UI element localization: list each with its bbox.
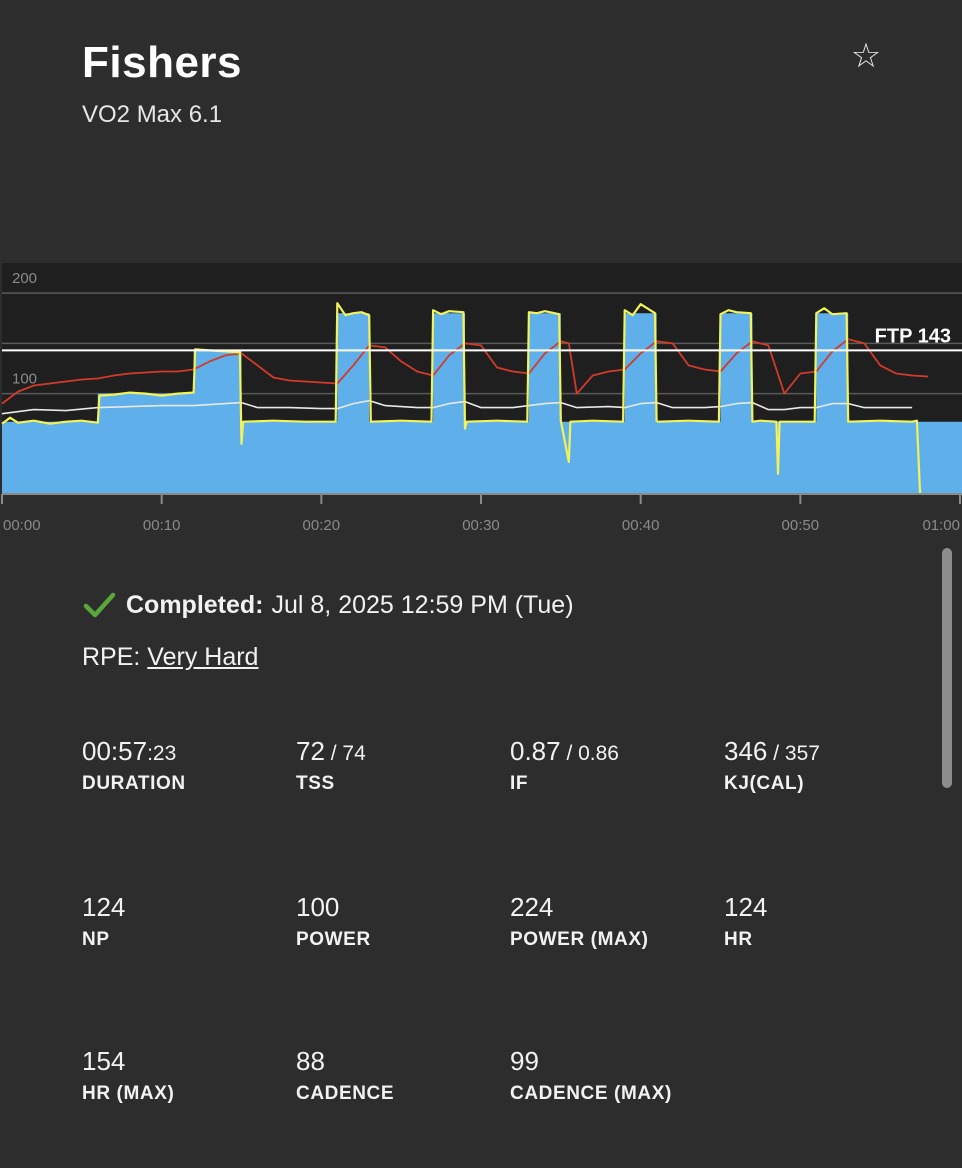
stat-value-main: 72: [296, 736, 325, 766]
checkmark-icon: [83, 592, 116, 618]
stat-label: HR (MAX): [82, 1083, 175, 1104]
rpe-row: RPE: Very Hard: [82, 643, 258, 672]
x-tick-label: 00:50: [782, 517, 820, 534]
stat-value-main: 00:57: [82, 736, 148, 766]
completed-row: Completed: Jul 8, 2025 12:59 PM (Tue): [82, 590, 574, 620]
series-heart-rate-line: [1, 338, 929, 405]
stat-label: NP: [82, 929, 110, 950]
stat-value: 0.87 / 0.86: [510, 736, 710, 767]
stat-value-main: 88: [296, 1046, 325, 1076]
stat-label: KJ(CAL): [724, 773, 805, 794]
stat-value: 346 / 357: [724, 736, 924, 767]
workout-chart: 200 100 FTP 143 00:00 00:10 00:20 00:30 00:40 00…: [0, 160, 962, 538]
stat-label: HR: [724, 929, 753, 950]
stat-hr: 124 HR: [724, 892, 924, 951]
workout-title: Fishers: [82, 38, 243, 87]
ftp-label: FTP 143: [875, 325, 951, 347]
stat-value: 88: [296, 1046, 496, 1077]
x-tick-label: 00:00: [3, 517, 41, 534]
stat-value: 00:57:23: [82, 736, 282, 767]
stat-if: 0.87 / 0.86 IF: [510, 736, 710, 795]
completed-label: Completed:: [126, 590, 264, 619]
stat-value: 99: [510, 1046, 710, 1077]
y-tick-label: 100: [12, 371, 37, 388]
stat-duration: 00:57:23 DURATION: [82, 736, 282, 795]
x-tick-label: 00:40: [622, 517, 660, 534]
workout-header: Fishers VO2 Max 6.1 ☆: [0, 0, 962, 160]
stat-value-main: 346: [724, 736, 768, 766]
y-tick-label: 200: [12, 270, 37, 287]
stat-value-main: 224: [510, 892, 554, 922]
stat-np: 124 NP: [82, 892, 282, 951]
stat-value-secondary: / 357: [767, 742, 820, 765]
stat-value-main: 154: [82, 1046, 126, 1076]
stat-label: POWER (MAX): [510, 929, 649, 950]
stat-label: POWER: [296, 929, 371, 950]
stat-value: 154: [82, 1046, 282, 1077]
workout-details: [0, 538, 962, 1168]
stat-value-main: 100: [296, 892, 340, 922]
series-cadence-line: [1, 399, 913, 415]
star-outline-icon[interactable]: ☆: [850, 37, 882, 75]
stat-label: IF: [510, 773, 529, 794]
stat-hr-max: 154 HR (MAX): [82, 1046, 282, 1105]
stat-value-secondary: :23: [147, 742, 177, 765]
stat-value-secondary: / 0.86: [560, 742, 619, 765]
stat-label: CADENCE (MAX): [510, 1083, 672, 1104]
x-tick-label: 00:20: [303, 517, 341, 534]
power-chart-svg: 200 100 FTP 143 00:00 00:10 00:20 00:30 00:40 00…: [1, 263, 962, 534]
stat-value-main: 124: [724, 892, 768, 922]
rpe-value-link[interactable]: Very Hard: [147, 643, 259, 671]
stat-value-secondary: / 74: [324, 742, 366, 765]
stat-value: 224: [510, 892, 710, 923]
series-power-line: [1, 302, 922, 495]
stat-power-max: 224 POWER (MAX): [510, 892, 710, 951]
x-tick-label: 00:10: [143, 517, 181, 534]
stat-tss: 72 / 74 TSS: [296, 736, 496, 795]
stat-value: 124: [82, 892, 282, 923]
stat-kj-cal: 346 / 357 KJ(CAL): [724, 736, 924, 795]
stat-value: 100: [296, 892, 496, 923]
stat-label: DURATION: [82, 773, 186, 794]
series-target-power-area: [2, 313, 962, 494]
scrollbar[interactable]: [942, 548, 952, 788]
stat-label: TSS: [296, 773, 335, 794]
x-tick-label: 01:00: [922, 517, 960, 534]
x-tick-label: 00:30: [462, 517, 500, 534]
stat-cadence: 88 CADENCE: [296, 1046, 496, 1105]
stat-value: 124: [724, 892, 924, 923]
completed-date: Jul 8, 2025 12:59 PM (Tue): [271, 590, 574, 619]
stat-value-main: 124: [82, 892, 126, 922]
stat-power: 100 POWER: [296, 892, 496, 951]
stat-cadence-max: 99 CADENCE (MAX): [510, 1046, 710, 1105]
stat-value: 72 / 74: [296, 736, 496, 767]
stat-label: CADENCE: [296, 1083, 395, 1104]
workout-subtitle: VO2 Max 6.1: [82, 101, 223, 128]
stat-value-main: 99: [510, 1046, 539, 1076]
rpe-label: RPE:: [82, 643, 148, 671]
stat-value-main: 0.87: [510, 736, 561, 766]
